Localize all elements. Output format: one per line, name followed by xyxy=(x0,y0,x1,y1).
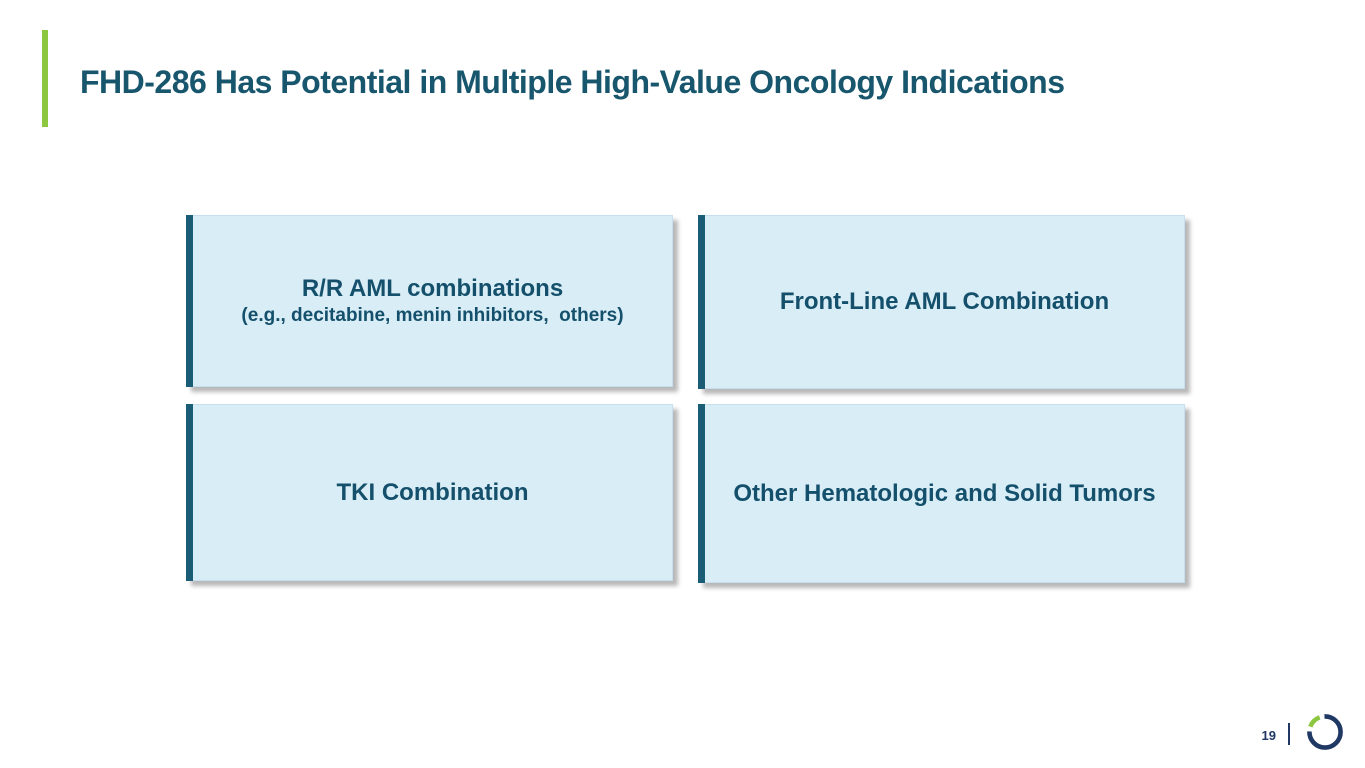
indication-card-frontline-aml: Front-Line AML Combination xyxy=(698,215,1185,389)
card-accent-bar xyxy=(698,215,705,389)
card-title: TKI Combination xyxy=(336,478,529,506)
card-title: Other Hematologic and Solid Tumors xyxy=(733,479,1156,507)
company-ring-logo-icon xyxy=(1307,714,1343,750)
indication-card-rr-aml: R/R AML combinations (e.g., decitabine, … xyxy=(186,215,673,387)
card-body: TKI Combination xyxy=(193,404,673,581)
card-body: Other Hematologic and Solid Tumors xyxy=(705,404,1185,583)
indication-card-other-tumors: Other Hematologic and Solid Tumors xyxy=(698,404,1185,583)
card-accent-bar xyxy=(186,404,193,581)
footer-divider xyxy=(1288,723,1290,745)
card-accent-bar xyxy=(698,404,705,583)
title-accent-bar xyxy=(42,30,48,127)
card-title: R/R AML combinations xyxy=(301,275,564,303)
logo-navy-arc xyxy=(1307,714,1343,750)
card-title: Front-Line AML Combination xyxy=(779,288,1110,316)
logo-green-arc xyxy=(1308,715,1321,728)
card-accent-bar xyxy=(186,215,193,387)
page-number: 19 xyxy=(1261,727,1276,743)
slide-title: FHD-286 Has Potential in Multiple High-V… xyxy=(80,64,1065,100)
card-body: Front-Line AML Combination xyxy=(705,215,1185,389)
indication-card-tki: TKI Combination xyxy=(186,404,673,581)
slide-footer: 19 xyxy=(1262,710,1347,754)
card-body: R/R AML combinations (e.g., decitabine, … xyxy=(193,215,673,387)
card-subtitle: (e.g., decitabine, menin inhibitors, oth… xyxy=(241,305,624,327)
